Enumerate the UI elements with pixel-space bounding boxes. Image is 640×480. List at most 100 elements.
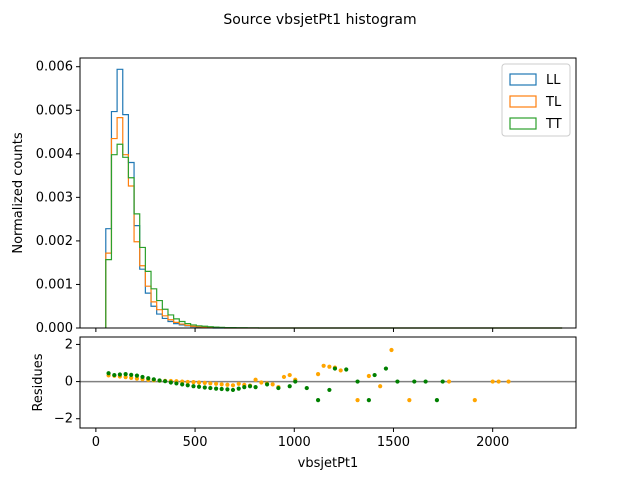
residue-point-TT (236, 386, 241, 391)
residue-point-TL (236, 381, 241, 386)
residue-point-TT (185, 383, 190, 388)
residue-point-TT (106, 371, 111, 376)
residue-point-TL (378, 384, 383, 389)
legend-swatch-TL (509, 95, 537, 108)
residue-point-TT (140, 374, 145, 380)
residue-point-TL (259, 380, 264, 385)
residue-point-TT (123, 372, 128, 377)
y-tick-label: 0.005 (36, 103, 73, 118)
residue-point-TL (214, 381, 219, 386)
residue-point-TT (383, 366, 389, 371)
residue-point-TL (191, 380, 196, 385)
residue-point-TL (490, 379, 495, 384)
residue-point-TT (253, 385, 258, 390)
y-tick-label: 0.006 (36, 60, 73, 75)
residue-point-TL (123, 375, 128, 380)
residue-point-TL (321, 363, 326, 368)
residue-point-TT (327, 387, 332, 393)
residue-point-TL (281, 374, 287, 380)
residue-point-TT (423, 379, 428, 384)
residue-point-TT (366, 398, 371, 403)
residue-point-TL (134, 376, 140, 381)
residue-point-TL (355, 398, 360, 403)
residue-point-TL (287, 372, 292, 378)
x-tick-label: 2000 (476, 435, 509, 450)
residue-point-TT (208, 385, 213, 391)
x-tick-label: 0 (92, 435, 100, 450)
residue-point-TT (332, 366, 338, 371)
residue-point-TT (163, 379, 168, 384)
legend-swatch-LL (509, 73, 537, 86)
residue-point-TT (440, 379, 445, 384)
y-tick-label: 0.004 (36, 147, 73, 162)
residue-point-TT (151, 377, 156, 382)
residue-point-TT (168, 380, 173, 385)
residue-point-TT (287, 384, 292, 389)
residue-point-TT (202, 385, 207, 390)
residue-point-TT (344, 367, 349, 372)
residue-point-TL (338, 368, 343, 373)
x-axis-label: vbsjetPt1 (298, 456, 359, 471)
residue-point-TL (230, 383, 236, 388)
residue-point-TL (327, 364, 332, 369)
legend-label-LL: LL (546, 73, 561, 88)
residue-point-TT (372, 372, 377, 378)
residue-point-TT (146, 376, 151, 381)
residue-point-TL (506, 379, 511, 384)
x-tick-label: 1500 (377, 435, 410, 450)
residues-y-axis-label: Residues (31, 353, 46, 411)
y-tick-label: 0.001 (36, 277, 73, 292)
residue-point-TT (117, 372, 122, 377)
y-tick-label: 0.000 (36, 321, 73, 336)
residue-point-TL (366, 373, 371, 379)
residue-point-TT (112, 372, 117, 378)
legend-label-TT: TT (545, 117, 562, 132)
residue-point-TT (174, 381, 179, 386)
residue-point-TT (191, 384, 196, 389)
residue-point-TL (219, 382, 224, 387)
x-tick-label: 1000 (278, 435, 311, 450)
y-tick-label: 2 (65, 337, 73, 352)
residue-point-TL (270, 382, 275, 387)
residue-point-TL (472, 398, 477, 403)
residue-point-TT (134, 373, 140, 378)
legend: LL TL TT (501, 63, 571, 137)
residue-point-TL (253, 377, 258, 382)
residues-panel: −2 0 2 0 500 1000 1500 2000 Residues vbsjetPt1 (31, 336, 577, 471)
residue-point-TT (315, 398, 321, 403)
residue-point-TT (196, 384, 202, 389)
residue-point-TT (242, 385, 247, 390)
residue-point-TL (225, 382, 230, 387)
residue-point-TT (355, 379, 360, 384)
x-tick-label: 500 (183, 435, 208, 450)
y-tick-label: 0 (65, 375, 73, 390)
residue-point-TL (446, 379, 452, 384)
residue-point-TL (315, 372, 321, 377)
residue-point-TT (395, 379, 400, 384)
figure-title: Source vbsjetPt1 histogram (223, 12, 416, 28)
legend-swatch-TT (509, 117, 537, 130)
residue-point-TT (304, 385, 309, 391)
histogram-panel: 0.000 0.001 0.002 0.003 0.004 0.005 0.006 Norma… (11, 57, 577, 336)
residue-point-TT (214, 386, 219, 391)
residue-point-TT (247, 384, 253, 389)
residue-point-TL (407, 398, 412, 403)
y-tick-label: 0.002 (36, 234, 73, 249)
residue-point-TT (219, 386, 224, 392)
legend-label-TL: TL (545, 95, 562, 110)
residue-point-TL (202, 380, 207, 385)
residues-axes-frame (79, 336, 577, 429)
residue-point-TT (293, 379, 298, 384)
residue-point-TL (208, 381, 213, 386)
y-tick-label: 0.003 (36, 190, 73, 205)
histogram-y-axis-label: Normalized counts (11, 132, 26, 254)
residue-point-TT (230, 387, 236, 393)
residue-point-TT (180, 382, 185, 387)
residue-point-TT (276, 385, 281, 391)
residue-point-TL (389, 347, 394, 353)
residue-point-TL (196, 380, 202, 385)
residue-point-TT (129, 372, 134, 377)
residue-point-TT (434, 398, 440, 403)
residue-point-TT (264, 382, 270, 387)
